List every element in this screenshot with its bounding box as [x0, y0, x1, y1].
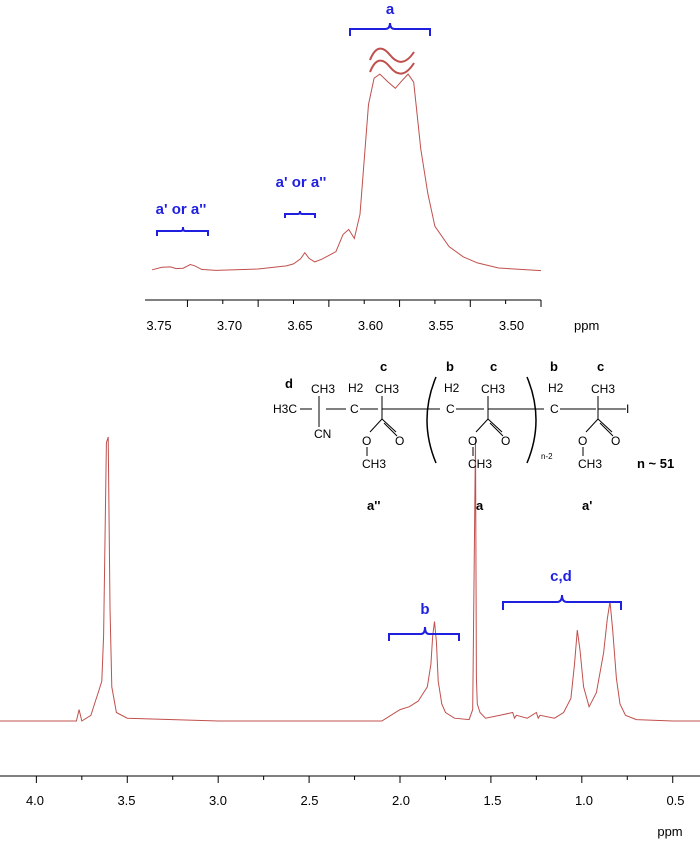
main-label-b: b — [420, 601, 429, 618]
inset-bracket-a — [349, 22, 431, 36]
main-tick-label: 1.5 — [483, 793, 501, 808]
atom-c: C — [446, 402, 455, 416]
main-tick-label: 3.0 — [209, 793, 227, 808]
structure-label-c: c — [380, 359, 387, 374]
inset-peak-break-mark — [369, 47, 415, 63]
atom-ch3: CH3 — [578, 457, 602, 471]
main-bracket-b — [388, 626, 460, 641]
inset-bracket-a-prime-left — [156, 226, 209, 236]
atom-o: O — [362, 434, 371, 448]
main-bracket-cd — [502, 594, 622, 610]
structure-right-paren — [526, 376, 537, 464]
inset-spectrum-line — [151, 73, 542, 272]
pmma-structure: d c b c b c H3C CH3 CN H2 C CH3 O O CH3 … — [273, 359, 674, 513]
main-tick-label: 4.0 — [26, 793, 44, 808]
degree-of-polymerization: n ~ 51 — [637, 456, 674, 471]
inset-tick-label: 3.55 — [428, 318, 453, 333]
structure-label-a: a — [476, 498, 484, 513]
main-tick-label: 3.5 — [117, 793, 135, 808]
main-label-cd: c,d — [550, 568, 572, 585]
inset-peak-break-mark — [369, 59, 415, 75]
inset-tick-label: 3.60 — [358, 318, 383, 333]
bond — [369, 418, 383, 433]
inset-x-ticks — [186, 300, 542, 307]
bond — [599, 422, 614, 437]
inset-tick-label: 3.50 — [499, 318, 524, 333]
atom-ch3: CH3 — [362, 457, 386, 471]
atom-o: O — [611, 434, 620, 448]
structure-label-a-double-prime: a'' — [367, 498, 380, 513]
main-x-unit-label: ppm — [657, 824, 682, 839]
inset-tick-label: 3.70 — [217, 318, 242, 333]
atom-i: I — [626, 402, 629, 416]
inset-label-a-prime-mid: a' or a'' — [276, 174, 327, 191]
inset-bracket-a-prime-mid — [284, 210, 316, 218]
atom-o: O — [578, 434, 587, 448]
structure-label-b: b — [446, 359, 454, 374]
main-spectrum-line — [0, 436, 700, 722]
bond — [597, 418, 613, 433]
atom-o: O — [395, 434, 404, 448]
inset-x-unit-label: ppm — [574, 318, 599, 333]
main-tick-label: 2.5 — [300, 793, 318, 808]
structure-left-paren — [426, 376, 437, 464]
structure-label-d: d — [285, 376, 293, 391]
main-tick-label: 0.5 — [666, 793, 684, 808]
bond — [585, 418, 599, 433]
structure-label-b: b — [550, 359, 558, 374]
atom-h2: H2 — [548, 381, 564, 395]
main-tick-label: 1.0 — [575, 793, 593, 808]
main-x-ticks — [35, 776, 674, 783]
inset-label-a: a — [386, 1, 395, 18]
bond — [489, 422, 504, 437]
inset-tick-label: 3.75 — [146, 318, 171, 333]
atom-ch3: CH3 — [591, 382, 615, 396]
bond — [383, 422, 398, 437]
atom-c: C — [550, 402, 559, 416]
inset-x-tick-labels: 3.75 3.70 3.65 3.60 3.55 3.50 — [146, 318, 524, 333]
atom-ch3: CH3 — [375, 382, 399, 396]
inset-label-a-prime-left: a' or a'' — [156, 201, 207, 218]
atom-ch3: CH3 — [481, 382, 505, 396]
main-spectrum: 4.0 3.5 3.0 2.5 2.0 1.5 1.0 0.5 ppm b c,… — [0, 436, 700, 839]
structure-label-c: c — [490, 359, 497, 374]
atom-h2: H2 — [348, 381, 364, 395]
structure-label-c: c — [597, 359, 604, 374]
bond — [487, 418, 503, 433]
atom-o: O — [501, 434, 510, 448]
main-x-tick-labels: 4.0 3.5 3.0 2.5 2.0 1.5 1.0 0.5 — [26, 793, 685, 808]
atom-ch3: CH3 — [468, 457, 492, 471]
inset-spectrum: 3.75 3.70 3.65 3.60 3.55 3.50 ppm a' or … — [145, 1, 599, 333]
inset-tick-label: 3.65 — [287, 318, 312, 333]
atom-o: O — [468, 434, 477, 448]
atom-h3c: H3C — [273, 402, 297, 416]
bond — [475, 418, 489, 433]
atom-cn: CN — [314, 427, 331, 441]
main-tick-label: 2.0 — [392, 793, 410, 808]
repeat-subscript: n-2 — [541, 452, 553, 461]
bond — [381, 418, 397, 433]
atom-c: C — [350, 402, 359, 416]
atom-ch3: CH3 — [311, 382, 335, 396]
atom-h2: H2 — [444, 381, 460, 395]
structure-label-a-prime: a' — [582, 498, 592, 513]
